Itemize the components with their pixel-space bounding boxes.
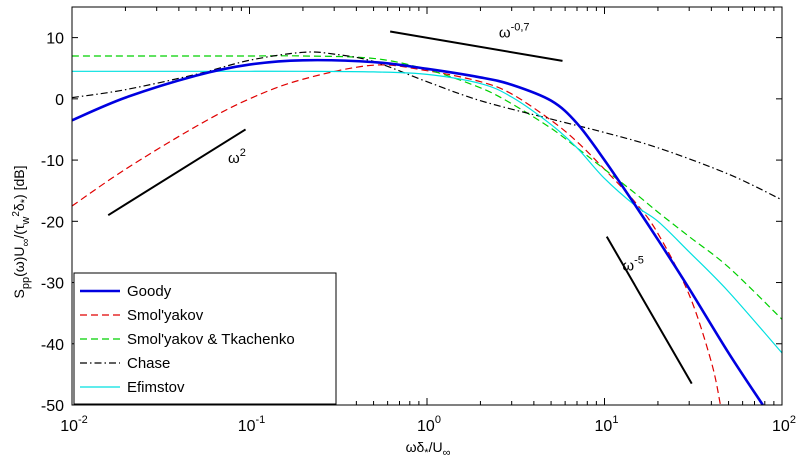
x-tick-label: 10-1 [238,414,266,435]
plot-area: ω2 ω-0,7 ω-5 [72,22,782,405]
y-tick-label: -50 [41,398,64,415]
x-tick-label: 100 [417,414,441,435]
y-tick-label: -10 [41,153,64,170]
y-tick-label: 10 [46,31,64,48]
legend-label-smol-yakov: Smol'yakov [127,307,204,324]
x-tick-label: 10-2 [60,414,88,435]
y-tick-label: -40 [41,337,64,354]
y-axis-title: Spp(ω)U∞/(τw2δ*) [dB] [11,166,32,299]
legend-label-chase: Chase [127,355,170,372]
y-tick-label: -30 [41,276,64,293]
slope-label-2: ω-0,7 [499,22,530,42]
slope-label-3: ω-5 [622,254,644,274]
legend-label-smol-yakov-tkachenko: Smol'yakov & Tkachenko [127,331,295,348]
legend-label-efimstov: Efimstov [127,379,185,396]
x-tick-label: 102 [772,414,796,435]
x-tick-label: 101 [595,414,619,435]
plot-content [72,51,782,405]
series-line-goody [72,58,764,405]
slope-line-3 [605,236,693,385]
legend-label-goody: Goody [127,283,172,300]
legend: Goody Smol'yakov Smol'yakov & Tkachenko Cha… [73,272,337,405]
series-line-smol-yakov [72,64,722,405]
slope-line-1 [107,128,247,217]
slope-label-1: ω2 [228,147,246,167]
slope-line-2 [389,30,563,62]
y-tick-label: -20 [41,214,64,231]
series-line-efimstov [72,70,782,354]
x-axis-title: ωδ*/U∞ [406,439,451,456]
y-tick-label: 0 [55,92,64,109]
